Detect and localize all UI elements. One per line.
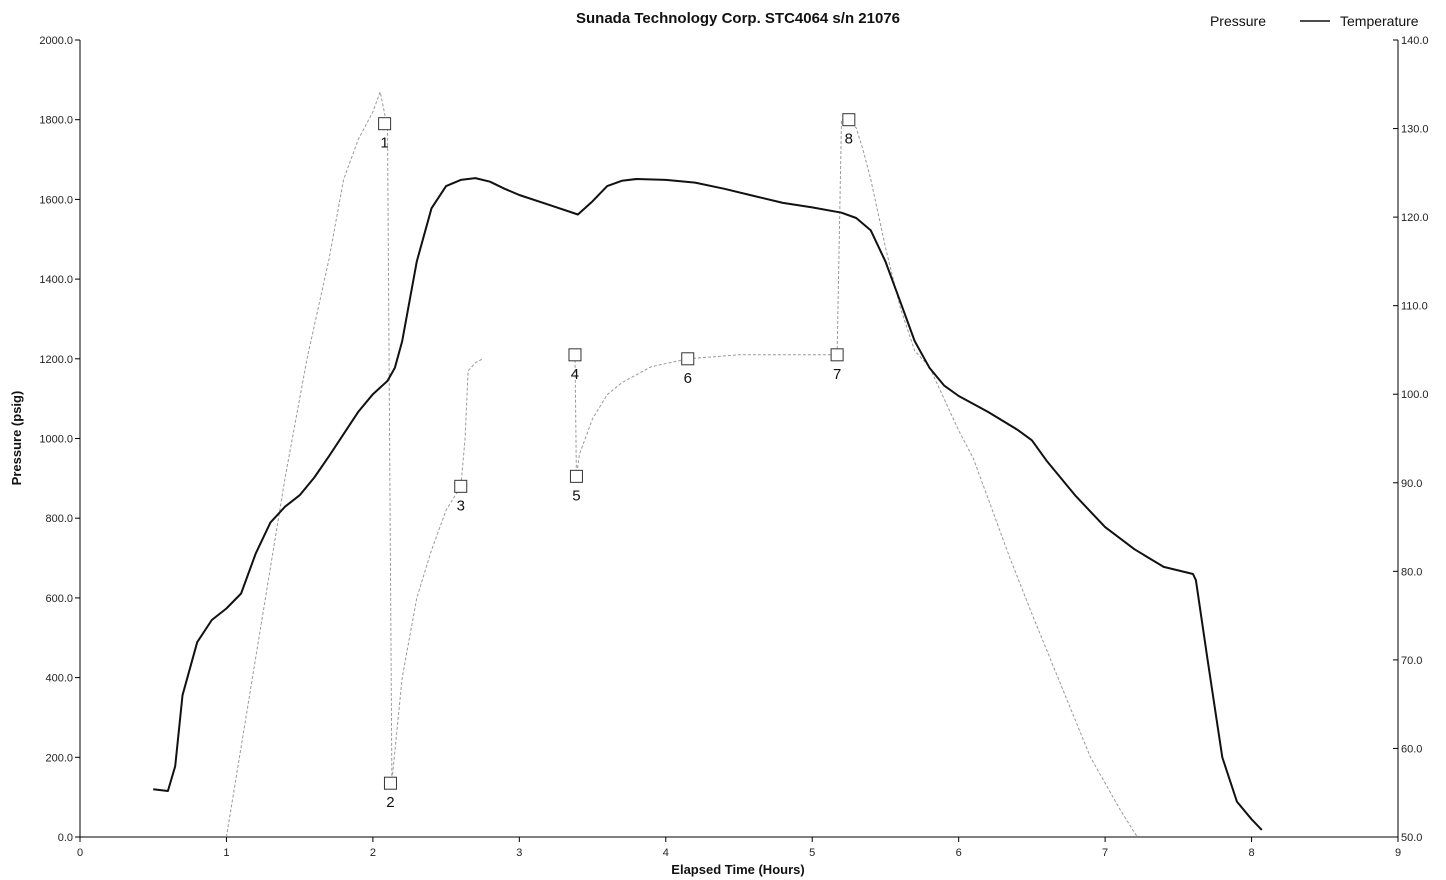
x-axis-title: Elapsed Time (Hours)	[671, 862, 804, 877]
legend-entry-temperature: Temperature	[1340, 13, 1419, 29]
x-tick-label: 0	[77, 847, 83, 859]
y2-tick-label: 90.0	[1401, 478, 1422, 490]
y-tick-label: 1400.0	[39, 274, 73, 286]
annotation-label: 3	[457, 497, 465, 514]
annotation-marker	[842, 113, 856, 127]
x-tick-label: 2	[370, 847, 376, 859]
annotation-layer: 1 2 3 4 5 6 7 8	[378, 113, 856, 811]
y-tick-label: 0.0	[58, 832, 73, 844]
annotation-marker	[681, 352, 695, 366]
y-tick-label: 800.0	[45, 513, 73, 525]
x-tick-label: 6	[956, 847, 962, 859]
y-tick-label: 600.0	[45, 593, 73, 605]
x-tick-label: 9	[1395, 847, 1401, 859]
y-tick-label: 2000.0	[39, 35, 73, 47]
annotation-marker	[378, 117, 392, 131]
x-tick-label: 7	[1102, 847, 1108, 859]
annotation-label: 4	[571, 366, 579, 383]
y2-tick-label: 50.0	[1401, 832, 1422, 844]
pressure-series-line	[225, 91, 483, 838]
annotation-label: 6	[684, 370, 692, 387]
y2-tick-label: 120.0	[1401, 212, 1429, 224]
y-tick-label: 200.0	[45, 752, 73, 764]
y-tick-label: 1800.0	[39, 115, 73, 127]
y-axis-ticks: 0.0 200.0 400.0 600.0 800.0 1000.0 1200.0 1400.…	[39, 35, 80, 844]
annotation-label: 2	[386, 794, 394, 811]
x-tick-label: 1	[223, 847, 229, 859]
annotation-marker	[383, 776, 397, 790]
annotation-marker	[830, 348, 844, 362]
temperature-series-line	[153, 177, 1263, 831]
annotation-label: 7	[833, 366, 841, 383]
y2-tick-label: 80.0	[1401, 566, 1422, 578]
y2-tick-label: 60.0	[1401, 743, 1422, 755]
y-tick-label: 400.0	[45, 673, 73, 685]
chart-title: Sunada Technology Corp. STC4064 s/n 2107…	[576, 10, 900, 27]
y2-tick-label: 70.0	[1401, 655, 1422, 667]
pressure-series-line	[574, 119, 1138, 838]
annotation-label: 1	[380, 135, 388, 152]
annotation-marker	[568, 348, 582, 362]
y2-tick-label: 140.0	[1401, 35, 1429, 47]
y-tick-label: 1000.0	[39, 434, 73, 446]
x-tick-label: 8	[1248, 847, 1254, 859]
y-axis-title: Pressure (psig)	[9, 391, 24, 486]
annotation-marker	[454, 479, 468, 493]
y2-tick-label: 130.0	[1401, 124, 1429, 136]
annotation-label: 5	[572, 487, 580, 504]
y2-tick-label: 100.0	[1401, 389, 1429, 401]
y2-axis-ticks: 50.0 60.0 70.0 80.0 90.0 100.0 110.0 120.0 130.0…	[1393, 35, 1429, 844]
y-tick-label: 1200.0	[39, 354, 73, 366]
y-tick-label: 1600.0	[39, 194, 73, 206]
x-axis-ticks: 0 1 2 3 4 5 6 7 8 9	[77, 837, 1401, 859]
legend-entry-pressure: Pressure	[1210, 13, 1266, 29]
x-tick-label: 4	[663, 847, 669, 859]
y2-tick-label: 110.0	[1401, 301, 1428, 313]
annotation-label: 8	[845, 131, 853, 148]
series-layer	[153, 91, 1263, 838]
legend: Pressure Temperature	[1210, 13, 1419, 29]
annotation-marker	[569, 469, 583, 483]
x-tick-label: 5	[809, 847, 815, 859]
x-tick-label: 3	[516, 847, 522, 859]
